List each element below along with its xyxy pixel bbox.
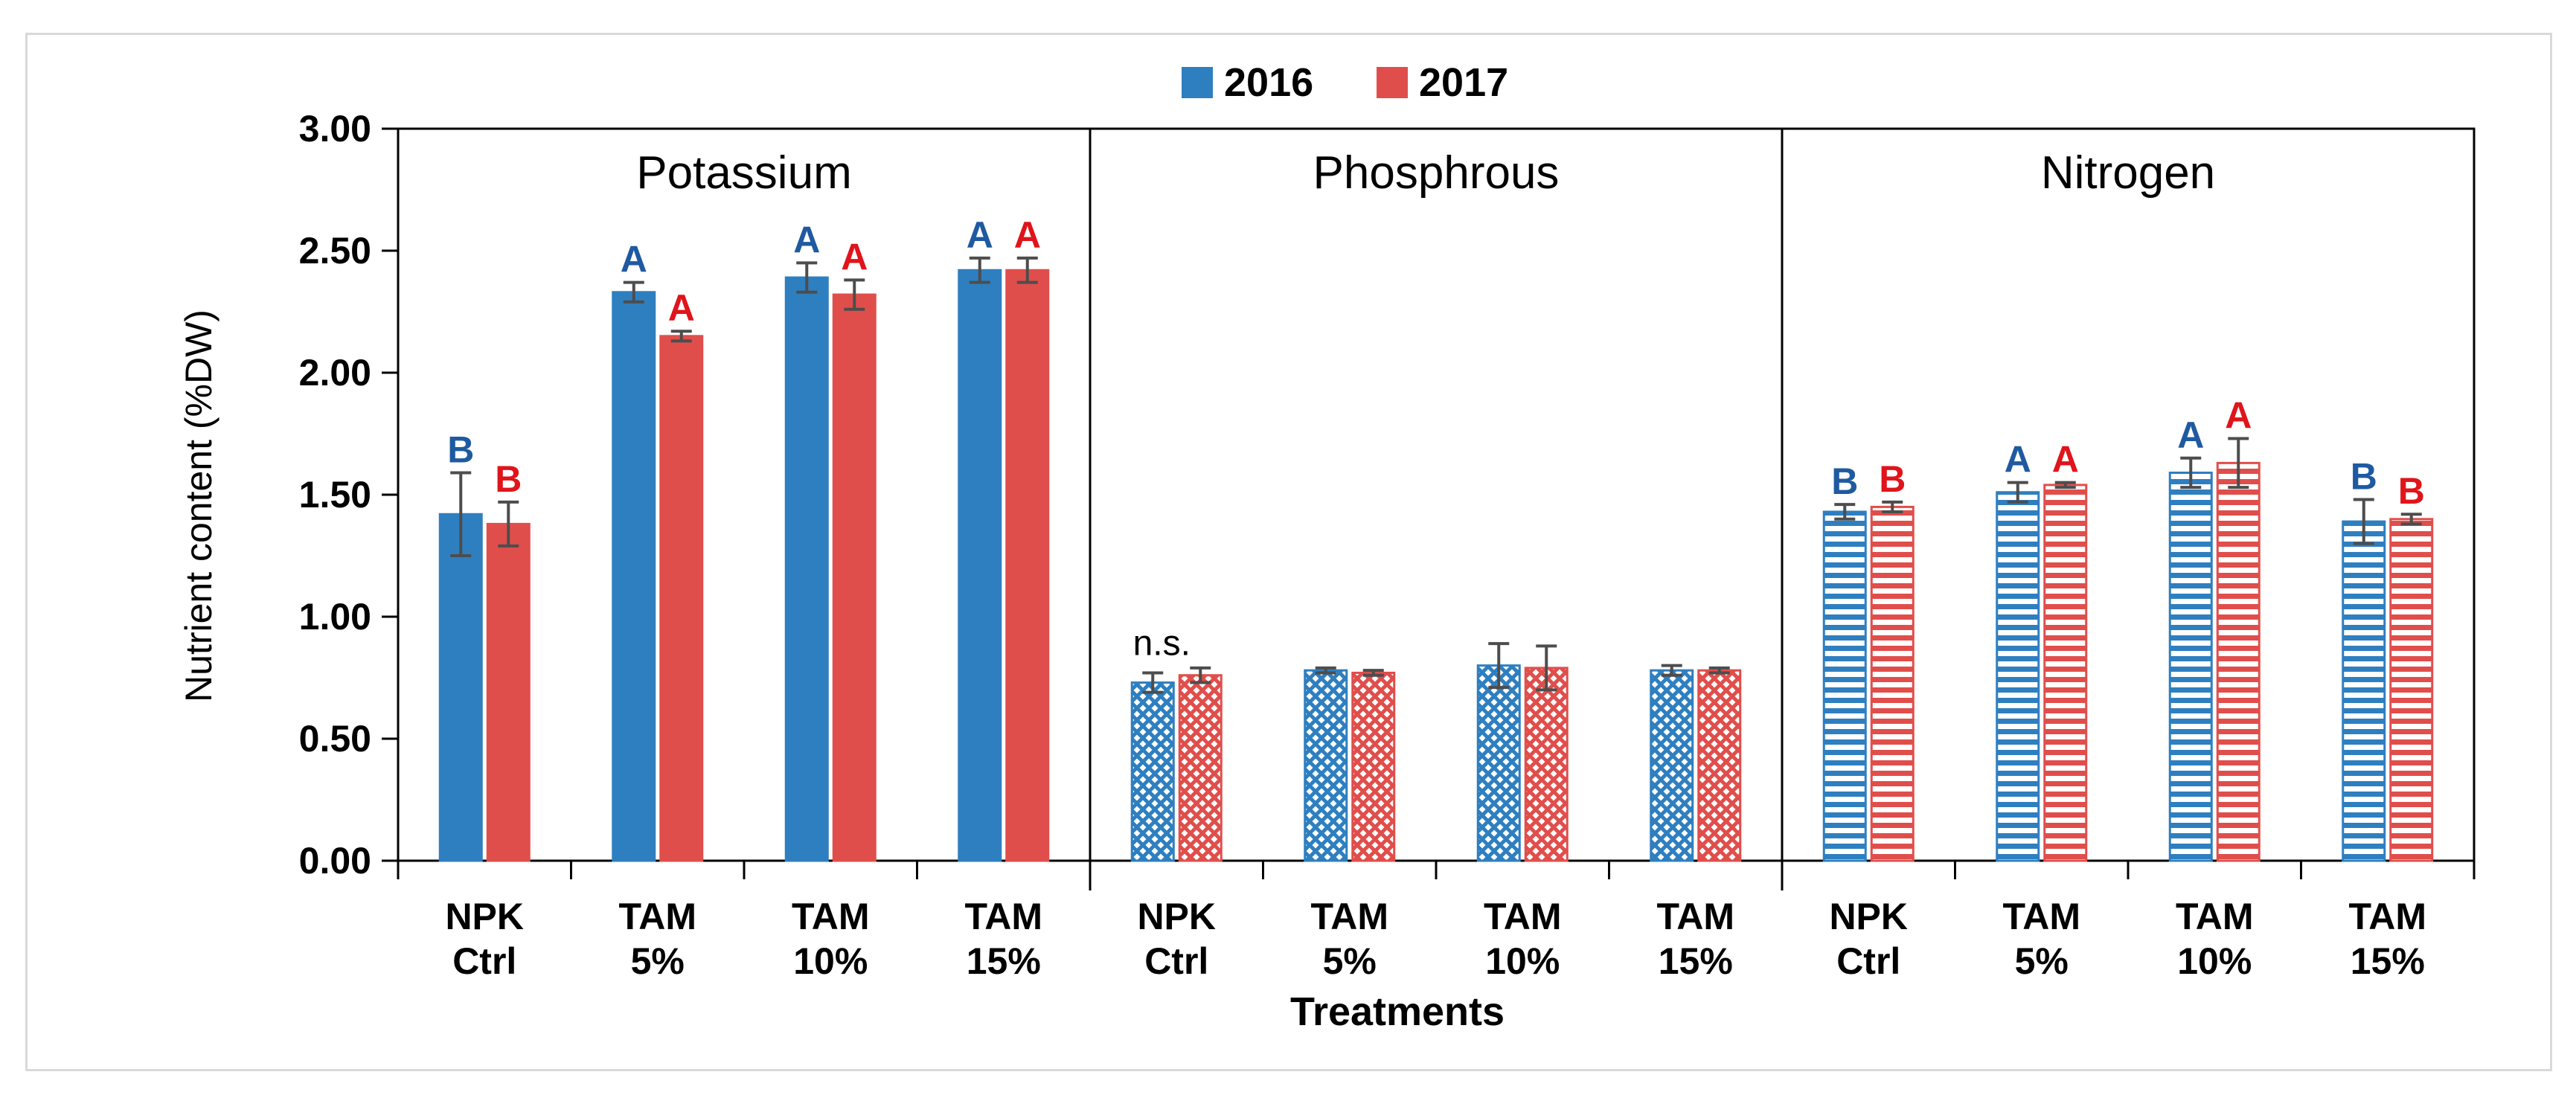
bar-potassium-2017-3: [1005, 269, 1050, 862]
bar-phosphrous-2017-1: [1351, 671, 1396, 862]
y-tick-label: 1.00: [299, 596, 371, 638]
significance-letter: A: [621, 239, 647, 280]
bar-nitrogen-2017-0: [1870, 505, 1915, 862]
plot-frame: [397, 127, 2476, 862]
category-label-line1: TAM: [1310, 896, 1388, 937]
category-label-line2: Ctrl: [1836, 940, 1900, 982]
legend-swatch-2017: [1377, 67, 1408, 98]
bar-phosphrous-2016-1: [1304, 669, 1348, 862]
category-label-line1: TAM: [2176, 896, 2254, 937]
panel-title-nitrogen: Nitrogen: [2041, 147, 2215, 199]
bar-phosphrous-2016-0: [1130, 681, 1175, 862]
category-label-line2: Ctrl: [452, 940, 516, 982]
category-label-line2: 5%: [2015, 940, 2069, 982]
y-tick-label: 2.00: [299, 352, 371, 394]
y-tick-label: 2.50: [299, 230, 371, 272]
significance-letter: B: [447, 428, 474, 470]
significance-letter: A: [2225, 395, 2252, 437]
bar-nitrogen-2016-3: [2342, 520, 2386, 862]
category-label-line2: 10%: [2177, 940, 2252, 982]
significance-letter: A: [1014, 214, 1041, 256]
category-label-line2: 5%: [1323, 940, 1377, 982]
category-label-line1: TAM: [2002, 896, 2080, 937]
category-label-line2: 5%: [631, 940, 685, 982]
bar-potassium-2017-2: [832, 293, 877, 862]
y-tick-label: 0.50: [299, 718, 371, 760]
bar-potassium-2016-3: [958, 269, 1002, 862]
bar-potassium-2016-2: [784, 276, 829, 862]
significance-letter: B: [2398, 470, 2425, 512]
y-axis: 0.00 0.50 1.00 1.50 2.00 2.50 3.00: [299, 108, 398, 882]
legend-label-2017: 2017: [1419, 60, 1508, 105]
bar-nitrogen-2017-2: [2216, 461, 2261, 862]
category-label-line1: TAM: [2348, 896, 2426, 937]
legend: 2016 2017: [1182, 60, 1508, 105]
bar-potassium-2017-0: [486, 522, 531, 862]
y-axis-title: Nutrient content (%DW): [178, 309, 220, 702]
bar-potassium-2016-0: [438, 513, 483, 862]
category-label-line2: 10%: [793, 940, 868, 982]
category-label-line1: NPK: [445, 896, 524, 937]
category-label-line1: TAM: [1484, 896, 1562, 937]
category-label-line1: NPK: [1137, 896, 1216, 937]
bar-phosphrous-2017-0: [1178, 674, 1223, 862]
category-label-line2: 15%: [1659, 940, 1733, 982]
significance-letter: A: [2005, 439, 2031, 481]
bar-nitrogen-2016-1: [1996, 491, 2040, 862]
category-label-line2: Ctrl: [1144, 940, 1208, 982]
significance-letter: A: [2052, 439, 2079, 481]
significance-letter: B: [1831, 460, 1858, 502]
y-tick-label: 0.00: [299, 840, 371, 882]
category-label-line2: 15%: [2351, 940, 2425, 982]
x-axis-title: Treatments: [1290, 989, 1505, 1034]
bar-phosphrous-2016-2: [1476, 664, 1521, 862]
panel-title-phosphrous: Phosphrous: [1313, 147, 1560, 199]
category-label-line1: TAM: [618, 896, 696, 937]
significance-letter: B: [1879, 458, 1906, 500]
category-label-line2: 15%: [967, 940, 1041, 982]
bar-nitrogen-2017-1: [2043, 484, 2088, 862]
x-axis: NPKCtrlTAM5%TAM10%TAM15%NPKCtrlTAM5%TAM1…: [397, 861, 2476, 982]
category-label-line1: NPK: [1829, 896, 1908, 937]
legend-label-2016: 2016: [1224, 60, 1313, 105]
significance-letter: A: [2177, 414, 2204, 456]
panel-title-potassium: Potassium: [636, 147, 851, 199]
significance-letter: A: [841, 236, 868, 277]
category-label-line1: TAM: [792, 896, 870, 937]
bar-nitrogen-2017-3: [2389, 518, 2434, 862]
significance-letter: A: [668, 287, 695, 329]
bar-potassium-2017-1: [659, 335, 704, 862]
bar-potassium-2016-1: [612, 291, 656, 862]
bar-nitrogen-2016-2: [2168, 471, 2213, 862]
bar-phosphrous-2016-3: [1650, 669, 1694, 862]
category-label-line1: TAM: [964, 896, 1042, 937]
ns-label: n.s.: [1133, 623, 1191, 663]
significance-letter: B: [495, 458, 522, 500]
significance-letter: A: [967, 214, 993, 256]
significance-letter: B: [2351, 456, 2377, 498]
legend-swatch-2016: [1182, 67, 1213, 98]
category-label-line1: TAM: [1656, 896, 1734, 937]
y-tick-label: 1.50: [299, 474, 371, 516]
bar-nitrogen-2016-0: [1822, 510, 1867, 862]
y-tick-label: 3.00: [299, 108, 371, 150]
bar-phosphrous-2017-2: [1524, 667, 1569, 862]
category-label-line2: 10%: [1485, 940, 1560, 982]
bar-phosphrous-2017-3: [1697, 669, 1742, 862]
significance-letter: A: [793, 219, 820, 260]
